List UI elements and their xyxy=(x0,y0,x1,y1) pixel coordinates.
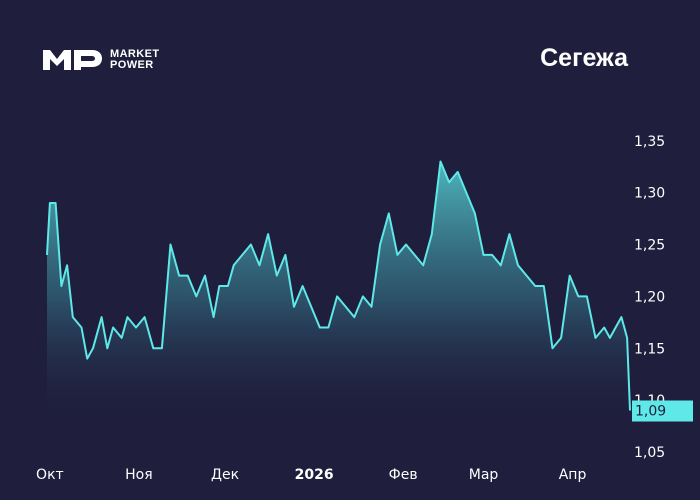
last-value-label: 1,09 xyxy=(635,404,666,420)
price-line xyxy=(46,160,631,411)
y-tick-label: 1,05 xyxy=(634,445,665,461)
x-tick-label: Окт xyxy=(36,467,64,483)
logo-text-line-2: POWER xyxy=(110,59,154,71)
logo-text: MARKET POWER xyxy=(110,47,160,72)
logo-text-line-1: MARKET xyxy=(110,47,160,60)
x-axis: Окт Ноя Дек 2026 Фев Мар Апр xyxy=(36,467,586,483)
brand-logo: MARKET POWER xyxy=(42,48,159,72)
x-tick-label: Дек xyxy=(211,467,239,483)
price-area xyxy=(47,161,630,415)
x-tick-label: Ноя xyxy=(125,467,153,483)
y-tick-label: 1,30 xyxy=(634,186,665,202)
market-power-logo-icon xyxy=(43,50,102,70)
x-tick-label: 2026 xyxy=(295,467,334,483)
last-value-badge-bg xyxy=(632,400,693,422)
y-tick-label: 1,20 xyxy=(634,289,665,305)
y-axis: 1,051,101,151,201,251,301,35 xyxy=(634,134,665,461)
y-tick-label: 1,15 xyxy=(634,341,665,357)
x-tick-label: Мар xyxy=(469,467,499,483)
y-tick-label: 1,35 xyxy=(634,134,665,150)
x-tick-label: Апр xyxy=(559,467,587,483)
chart-title: Сегежа xyxy=(540,44,628,72)
x-tick-label: Фев xyxy=(389,467,418,483)
y-tick-label: 1,25 xyxy=(634,238,665,254)
last-value-badge: 1,09 xyxy=(632,400,693,422)
